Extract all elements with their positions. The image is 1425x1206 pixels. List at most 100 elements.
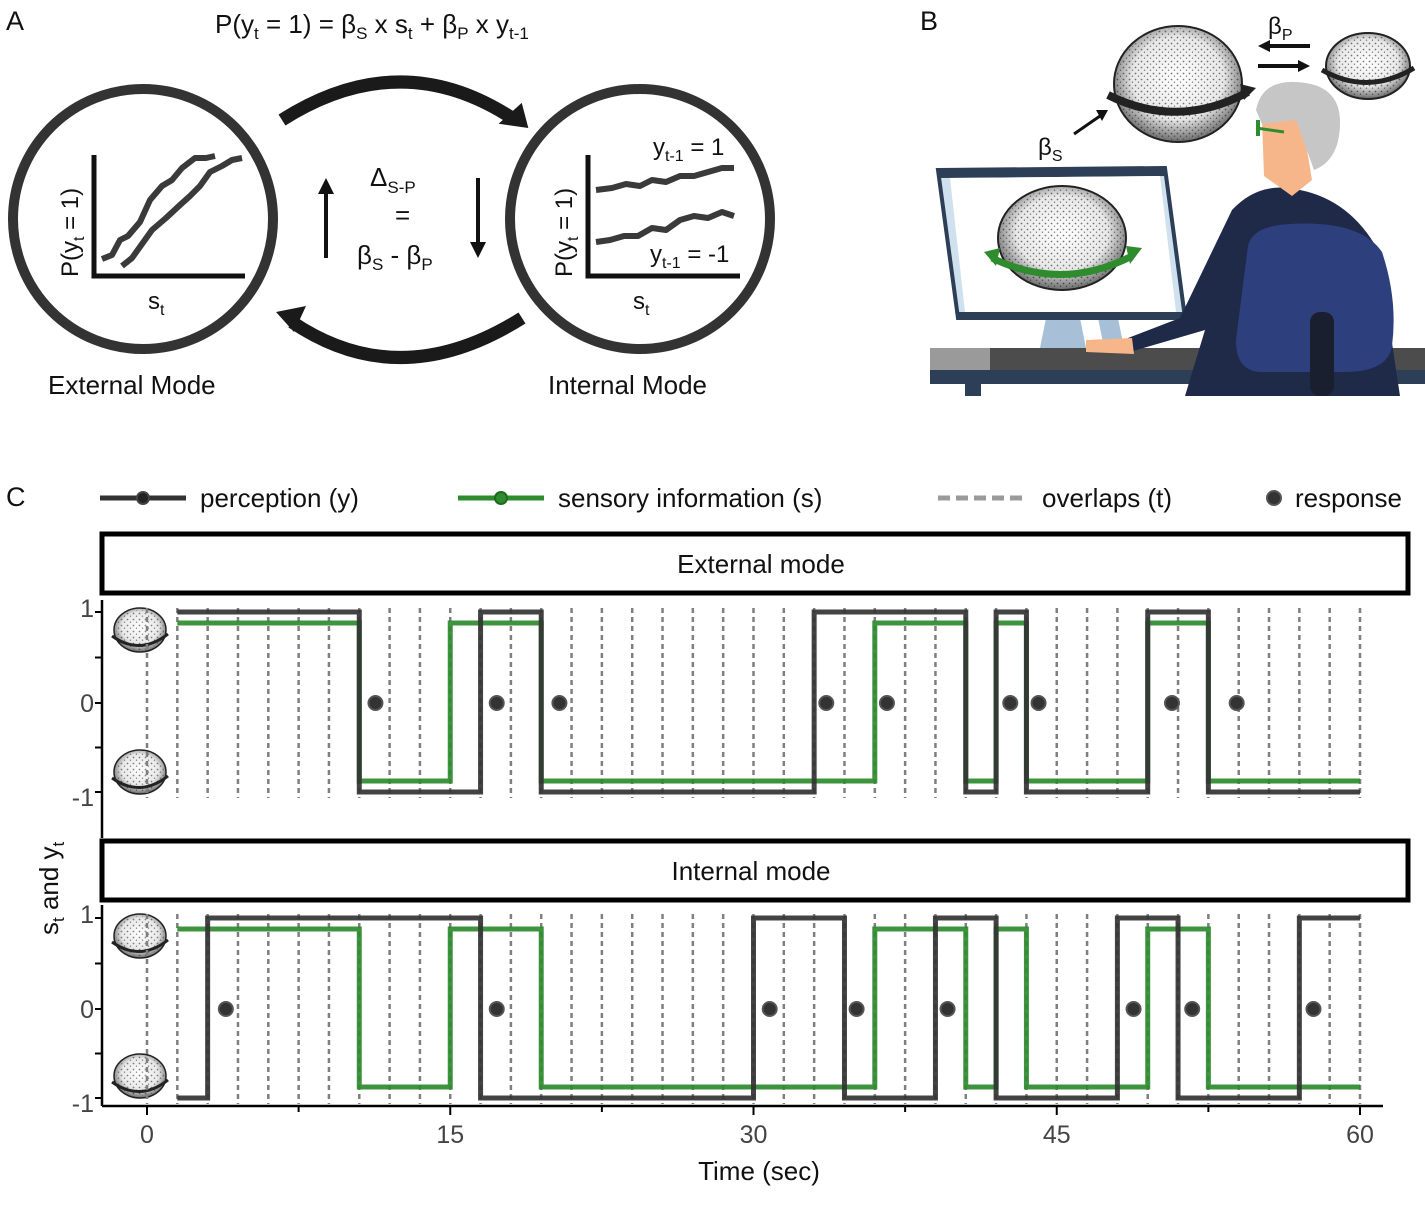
external-mode-plot [145, 608, 1362, 798]
green-arrowhead-left-icon [984, 248, 1000, 266]
internal-strip [99, 838, 1411, 903]
response-dot [761, 1001, 778, 1017]
internal-axes [585, 155, 740, 279]
ytick-ext-1: 1 [80, 595, 94, 623]
small-sphere-icon [1320, 32, 1416, 100]
external-ylabel: P(yt = 1) [57, 188, 88, 277]
ytick-int-neg1: -1 [72, 1090, 94, 1118]
internal-xlabel: st [633, 288, 650, 319]
person-illustration [1086, 81, 1400, 396]
beta-s-label: βS [1038, 134, 1062, 165]
response-dot [818, 695, 835, 711]
response-dot [1163, 695, 1180, 711]
external-mode-circle [8, 84, 278, 354]
sensory-series-line [177, 620, 1360, 784]
response-dot [1228, 695, 1245, 711]
top-curved-arrow [278, 75, 516, 126]
sphere-bottom-ext-icon [111, 749, 169, 795]
perception-series-line [177, 915, 1360, 1101]
external-curve-1 [100, 153, 216, 262]
legend-response-dot [1266, 490, 1282, 506]
panel-b-letter: B [920, 6, 938, 36]
legend-overlaps-label: overlaps (t) [1042, 483, 1172, 513]
x-tick-label: 45 [1043, 1121, 1071, 1149]
up-arrow-icon [318, 178, 334, 194]
down-arrow-icon [470, 242, 486, 258]
beta-s-arrow [1073, 114, 1101, 136]
internal-mode-plot [145, 914, 1362, 1104]
internal-curve-bottom [595, 209, 735, 245]
beta-s-arrowhead-icon [1096, 110, 1108, 121]
ytick-ext-neg1: -1 [72, 784, 94, 812]
top-arrowhead-icon [498, 102, 529, 128]
ytick-ext-0: 0 [80, 690, 94, 718]
delta-equals: = [395, 200, 410, 230]
large-sphere-icon [1106, 25, 1256, 143]
x-tick-label: 60 [1346, 1121, 1374, 1149]
response-dot [217, 1001, 234, 1017]
response-dot [551, 695, 568, 711]
panel-a-letter: A [6, 6, 24, 36]
panel-b: B βP βS [920, 6, 1425, 396]
response-dot [1305, 1001, 1322, 1017]
sphere-bottom-int-icon [111, 1053, 169, 1099]
model-equation: P(yt = 1) = βS x st + βP x yt-1 [215, 9, 529, 43]
delta-label: ΔS-P [370, 162, 416, 197]
left-arrow-icon [1258, 40, 1270, 52]
internal-mode-caption: Internal Mode [548, 370, 707, 400]
response-dot [488, 695, 505, 711]
x-tick-label: 0 [140, 1121, 154, 1149]
legend-perception-label: perception (y) [200, 483, 359, 513]
beta-p-label: βP [1268, 13, 1292, 44]
ytick-int-1: 1 [80, 901, 94, 929]
x-axis-title: Time (sec) [698, 1156, 820, 1186]
external-axes [91, 155, 245, 279]
external-xlabel: st [148, 288, 165, 319]
internal-ylabel: P(yt = 1) [551, 188, 582, 277]
response-dot [939, 1001, 956, 1017]
sphere-top-int-icon [111, 913, 169, 959]
bottom-arrowhead-icon [276, 306, 306, 332]
green-arrowhead-right-icon [1126, 246, 1142, 264]
desk-leg [965, 384, 981, 396]
panel-c: C perception (y) sensory information (s)… [6, 482, 1411, 1186]
response-dot [488, 1001, 505, 1017]
curve-label-top: yt-1 = 1 [653, 134, 724, 165]
y-ticks [95, 611, 102, 1099]
legend-sensory-label: sensory information (s) [558, 483, 822, 513]
bottom-curved-arrow [288, 312, 526, 364]
x-tick-label: 15 [436, 1121, 464, 1149]
sphere-top-ext-icon [111, 607, 169, 653]
external-curve-2 [120, 155, 243, 269]
response-dot [1030, 695, 1047, 711]
y-axis-title: st and yt [34, 841, 68, 935]
response-dot [1125, 1001, 1142, 1017]
internal-curve-top [595, 165, 734, 193]
axis-sphere-icons [111, 607, 169, 1099]
panel-c-letter: C [6, 482, 26, 512]
legend: perception (y) sensory information (s) o… [100, 483, 1402, 513]
curve-label-bottom: yt-1 = -1 [650, 241, 729, 272]
response-dot [1184, 1001, 1201, 1017]
legend-sensory-dot [494, 491, 508, 505]
external-mode-caption: External Mode [48, 370, 216, 400]
external-strip-title: External mode [677, 549, 845, 579]
x-ticks: 0 15 30 45 60 [140, 1106, 1374, 1149]
delta-expression: βS - βP [357, 240, 433, 274]
external-strip [99, 531, 1411, 596]
perception-series-line [177, 609, 1360, 795]
legend-perception-dot [136, 491, 150, 505]
response-dot [878, 695, 895, 711]
x-tick-label: 30 [740, 1121, 768, 1149]
response-dot [848, 1001, 865, 1017]
panel-a: A P(yt = 1) = βS x st + βP x yt-1 P(yt =… [6, 6, 775, 400]
desk-edge [930, 348, 990, 370]
right-arrow-icon [1298, 60, 1310, 72]
monitor-illustration [935, 165, 1188, 348]
legend-response-label: response [1295, 483, 1402, 513]
sensory-series-line [177, 926, 1360, 1090]
response-dot [1002, 695, 1019, 711]
internal-strip-title: Internal mode [672, 856, 831, 886]
response-dot [367, 695, 384, 711]
